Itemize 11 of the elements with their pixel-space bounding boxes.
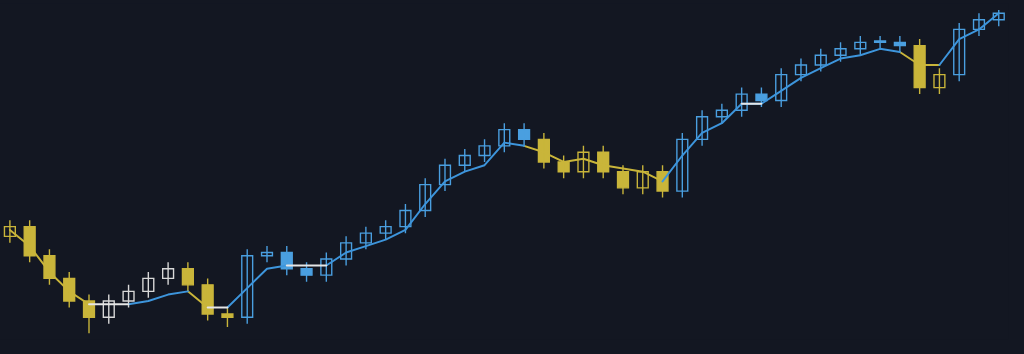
candlestick — [755, 86, 768, 108]
candlestick — [478, 138, 491, 163]
candlestick — [122, 284, 135, 309]
candlestick — [458, 148, 471, 173]
candlestick — [873, 35, 887, 50]
candlestick — [834, 41, 847, 63]
candlestick — [300, 261, 313, 283]
candlestick — [221, 306, 234, 328]
candlestick — [854, 35, 867, 56]
candlestick — [379, 219, 392, 241]
candlestick — [933, 67, 946, 95]
